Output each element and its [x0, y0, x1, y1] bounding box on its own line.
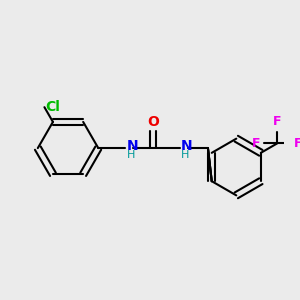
Text: F: F [294, 137, 300, 150]
Text: H: H [181, 150, 189, 160]
Text: O: O [147, 115, 159, 129]
Text: F: F [252, 137, 260, 150]
Text: H: H [127, 150, 135, 160]
Text: F: F [273, 115, 281, 128]
Text: N: N [127, 139, 138, 153]
Text: N: N [181, 139, 192, 153]
Text: Cl: Cl [45, 100, 60, 114]
